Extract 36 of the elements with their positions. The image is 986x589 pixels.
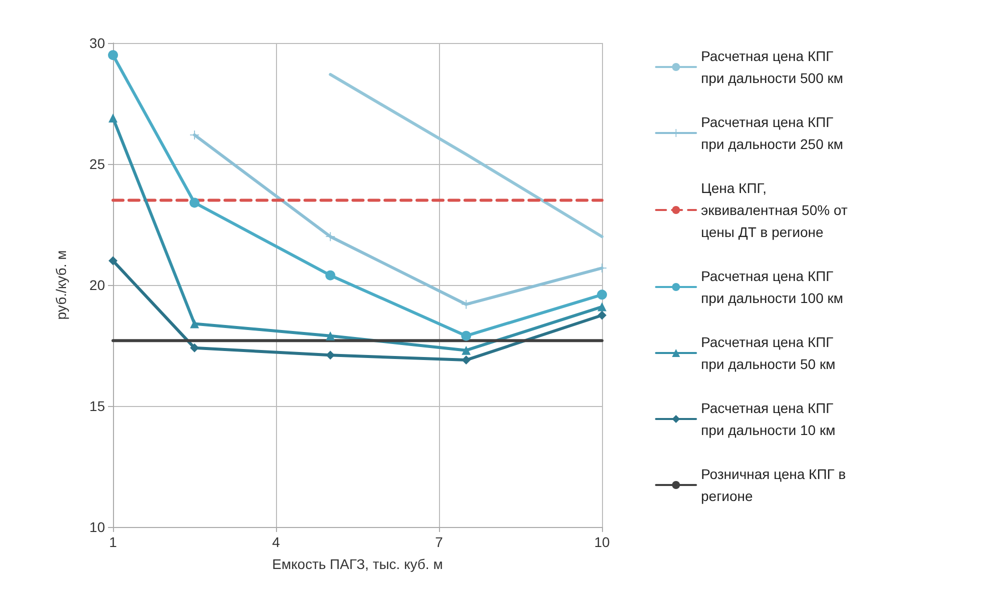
point xyxy=(108,256,118,266)
y-tick-label: 15 xyxy=(89,398,106,414)
point xyxy=(597,290,607,300)
y-tick-label: 30 xyxy=(89,35,106,51)
point xyxy=(190,343,199,352)
point xyxy=(190,198,200,208)
legend-label: Расчетная цена КПГ при дальности 10 км xyxy=(701,400,838,438)
x-tick-label: 7 xyxy=(435,534,444,550)
point xyxy=(462,300,471,309)
point xyxy=(190,319,199,328)
point xyxy=(325,270,336,280)
legend-label: Расчетная цена КПГ при дальности 100 км xyxy=(701,268,844,306)
y-tick-label: 10 xyxy=(89,519,106,535)
legend-label: Розничная цена КПГ в регионе xyxy=(701,466,850,504)
y-axis-title: руб./куб. м xyxy=(53,250,69,320)
point xyxy=(462,356,471,365)
x-tick-label: 4 xyxy=(272,534,280,550)
legend-label: Цена КПГ, эквивалентная 50% от цены ДТ в регионе xyxy=(701,180,852,240)
y-tick-label: 25 xyxy=(89,156,106,172)
point xyxy=(326,232,335,242)
point xyxy=(461,330,472,341)
legend-label: Расчетная цена КПГ при дальности 250 км xyxy=(701,114,844,152)
point xyxy=(598,310,606,320)
legend-label: Расчетная цена КПГ при дальности 500 км xyxy=(701,48,844,86)
point xyxy=(108,114,118,123)
point xyxy=(108,50,118,60)
legend-label: Расчетная цена КПГ при дальности 50 км xyxy=(701,334,838,372)
y-tick-label: 20 xyxy=(89,277,106,293)
x-tick-label: 10 xyxy=(594,534,610,550)
x-axis-title: Емкость ПАГЗ, тыс. куб. м xyxy=(272,556,443,572)
point xyxy=(190,130,199,140)
point xyxy=(598,264,606,273)
point xyxy=(326,331,335,340)
point xyxy=(598,302,606,312)
x-tick-label: 1 xyxy=(109,534,118,550)
point xyxy=(462,346,471,355)
